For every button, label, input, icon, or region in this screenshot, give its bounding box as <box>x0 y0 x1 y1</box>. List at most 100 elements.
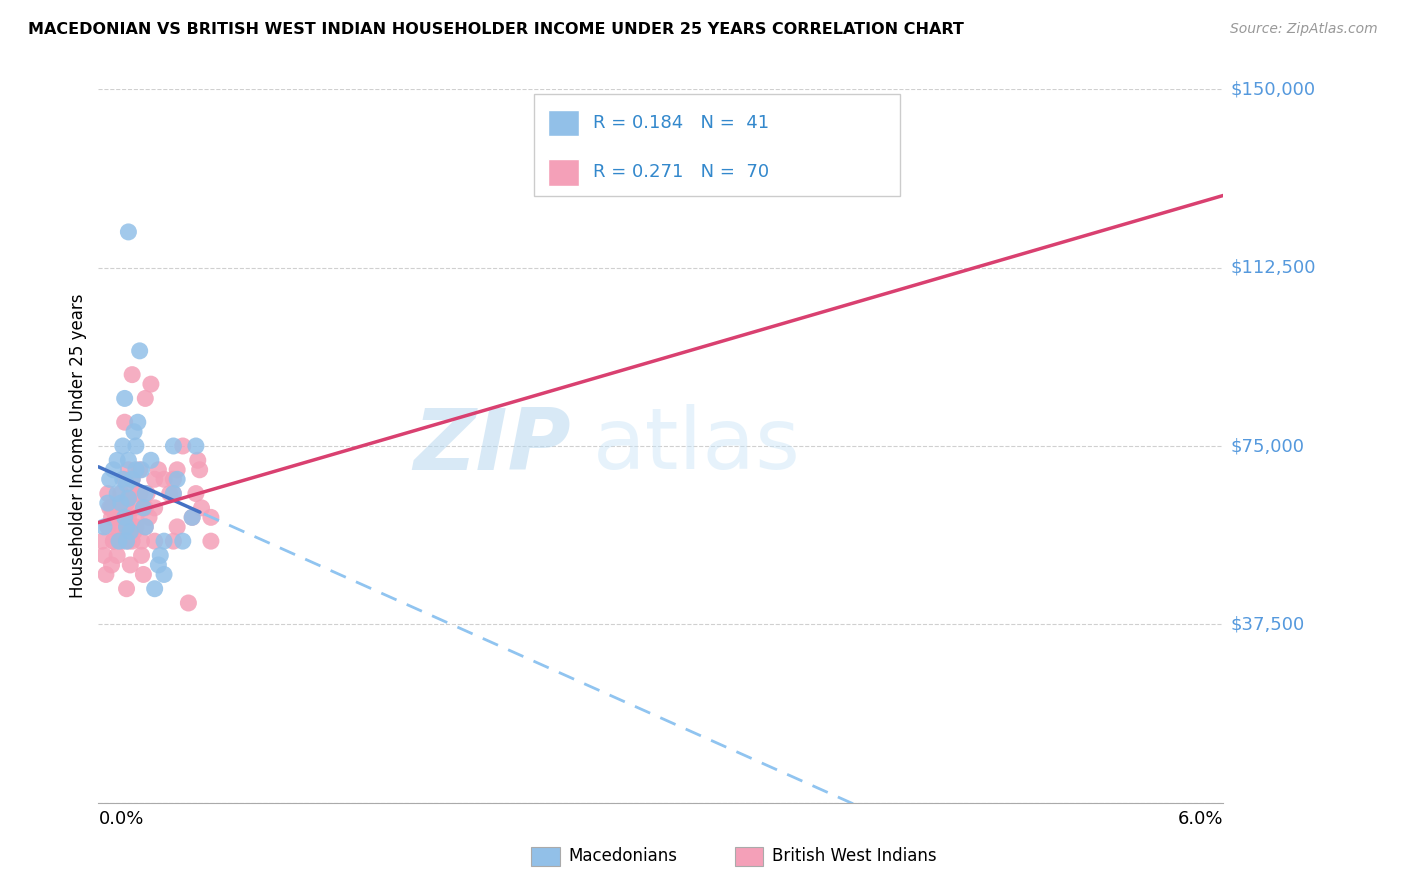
Point <box>105 486 128 500</box>
Point <box>172 439 194 453</box>
Point <box>128 463 150 477</box>
Point <box>162 439 184 453</box>
Point <box>166 463 188 477</box>
Text: $37,500: $37,500 <box>1230 615 1305 633</box>
Point <box>108 524 131 539</box>
Point <box>117 491 139 506</box>
Point <box>103 463 125 477</box>
Point <box>143 500 166 515</box>
Point <box>138 510 160 524</box>
Point <box>114 415 136 429</box>
Point <box>134 486 156 500</box>
Point <box>153 567 176 582</box>
Point <box>117 510 139 524</box>
Text: ZIP: ZIP <box>413 404 571 488</box>
Point <box>134 392 156 406</box>
Point <box>100 510 122 524</box>
Point <box>97 486 120 500</box>
Point <box>115 534 138 549</box>
Point <box>121 534 143 549</box>
Point <box>97 496 120 510</box>
Point <box>93 549 115 563</box>
Point <box>110 520 132 534</box>
Point <box>148 463 170 477</box>
Point <box>148 558 170 572</box>
Point <box>188 463 211 477</box>
Point <box>128 343 150 358</box>
Point <box>114 392 136 406</box>
Point <box>125 510 148 524</box>
Y-axis label: Householder Income Under 25 years: Householder Income Under 25 years <box>69 293 87 599</box>
Text: $112,500: $112,500 <box>1230 259 1316 277</box>
Text: R = 0.271   N =  70: R = 0.271 N = 70 <box>593 163 769 181</box>
Text: $75,000: $75,000 <box>1230 437 1305 455</box>
Text: $150,000: $150,000 <box>1230 80 1316 98</box>
Point <box>143 582 166 596</box>
Point <box>110 496 132 510</box>
Point <box>97 520 120 534</box>
Point <box>117 225 139 239</box>
Point <box>131 549 153 563</box>
Text: MACEDONIAN VS BRITISH WEST INDIAN HOUSEHOLDER INCOME UNDER 25 YEARS CORRELATION : MACEDONIAN VS BRITISH WEST INDIAN HOUSEH… <box>28 22 965 37</box>
Point <box>103 534 125 549</box>
Point <box>184 439 207 453</box>
Text: 0.0%: 0.0% <box>98 810 143 828</box>
Point <box>114 472 136 486</box>
Point <box>200 534 222 549</box>
Point <box>93 520 115 534</box>
Point <box>94 567 117 582</box>
Point <box>128 486 150 500</box>
Point <box>181 510 204 524</box>
Point <box>105 453 128 467</box>
Point <box>122 524 145 539</box>
Point <box>166 472 188 486</box>
Point <box>115 496 138 510</box>
Point <box>162 534 184 549</box>
Point <box>111 472 134 486</box>
Point <box>177 596 200 610</box>
Point <box>100 558 122 572</box>
Point <box>121 472 143 486</box>
Point <box>125 439 148 453</box>
Point <box>162 472 184 486</box>
Point <box>114 510 136 524</box>
Point <box>143 472 166 486</box>
Point <box>98 472 121 486</box>
Point <box>132 567 155 582</box>
Point <box>136 486 159 500</box>
Text: atlas: atlas <box>593 404 801 488</box>
Point <box>98 500 121 515</box>
Point <box>153 534 176 549</box>
Point <box>120 524 142 539</box>
Point <box>139 453 162 467</box>
Point <box>122 425 145 439</box>
Point <box>125 520 148 534</box>
Point <box>103 534 125 549</box>
Point <box>134 520 156 534</box>
Point <box>121 368 143 382</box>
Point <box>149 549 172 563</box>
Point <box>115 477 138 491</box>
Point <box>172 534 194 549</box>
Point <box>117 463 139 477</box>
Point <box>162 486 184 500</box>
Point <box>134 520 156 534</box>
Point <box>111 510 134 524</box>
Point <box>115 524 138 539</box>
Point <box>132 500 155 515</box>
Text: British West Indians: British West Indians <box>772 847 936 865</box>
Point <box>187 453 209 467</box>
Point <box>105 549 128 563</box>
Point <box>117 453 139 467</box>
Point <box>104 510 127 524</box>
Point <box>134 500 156 515</box>
Point <box>111 534 134 549</box>
Point <box>108 534 131 549</box>
Point <box>139 377 162 392</box>
Point <box>105 500 128 515</box>
Point <box>132 500 155 515</box>
Point <box>127 486 149 500</box>
Text: Source: ZipAtlas.com: Source: ZipAtlas.com <box>1230 22 1378 37</box>
Point <box>166 520 188 534</box>
Point <box>120 558 142 572</box>
